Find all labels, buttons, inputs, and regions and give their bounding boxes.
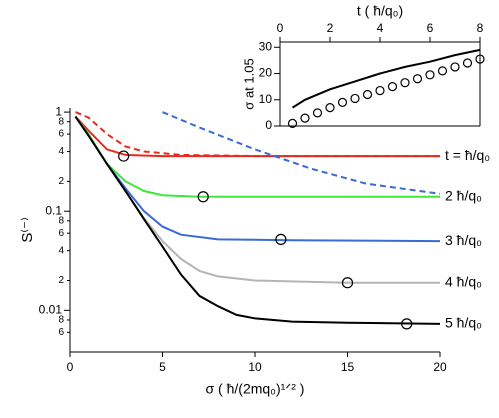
marker xyxy=(375,85,385,96)
y-tick-label: 6 xyxy=(58,228,64,239)
y-tick-label: 0.01 xyxy=(39,303,63,317)
y-tick-label: 6 xyxy=(58,129,64,140)
line xyxy=(291,48,481,109)
marker xyxy=(462,58,473,68)
y-axis-label: σ at 1.05 xyxy=(241,58,256,109)
marker xyxy=(475,54,485,64)
marker xyxy=(350,93,360,104)
marker xyxy=(118,150,130,162)
y-tick-label: 10 xyxy=(259,92,273,106)
x-tick-label: 15 xyxy=(341,360,355,374)
y-tick-label: 4 xyxy=(58,245,64,256)
y-tick-label: 2 xyxy=(58,176,64,187)
line xyxy=(74,116,441,243)
x-tick-label: 8 xyxy=(477,21,484,35)
y-tick-label: 20 xyxy=(259,66,273,80)
x-tick-label: 2 xyxy=(327,21,334,35)
series-label: 4 ħ/q₀ xyxy=(445,273,482,289)
y-tick-label: 8 xyxy=(58,116,64,127)
marker xyxy=(312,108,323,118)
marker xyxy=(400,78,410,88)
marker xyxy=(287,118,298,128)
marker xyxy=(387,82,398,92)
y-tick-label: 1 xyxy=(55,104,62,118)
marker xyxy=(300,113,310,123)
x-tick-label: 0 xyxy=(67,360,74,374)
marker xyxy=(362,89,373,100)
x-tick-label: 4 xyxy=(377,21,384,35)
y-tick-label: 8 xyxy=(58,315,64,326)
y-tick-label: 0 xyxy=(265,118,272,132)
y-tick-label: 2 xyxy=(58,275,64,286)
series-label: 5 ħ/q₀ xyxy=(445,315,482,331)
series-label: 3 ħ/q₀ xyxy=(445,232,482,248)
x-tick-label: 6 xyxy=(427,21,434,35)
line xyxy=(74,115,440,158)
x-tick-label: 5 xyxy=(159,360,166,374)
marker xyxy=(341,277,354,289)
x-tick-label: 0 xyxy=(277,21,284,35)
marker xyxy=(425,70,435,80)
y-axis-label: S⁽⁻⁾ xyxy=(19,217,36,242)
marker xyxy=(337,97,348,107)
y-tick-label: 4 xyxy=(58,146,64,157)
x-axis-label: t ( ħ/q₀) xyxy=(357,3,403,19)
series-label: t = ħ/q₀ xyxy=(445,147,490,163)
series-label: 2 ħ/q₀ xyxy=(445,187,482,203)
dashed-line xyxy=(75,111,440,158)
dashed-line xyxy=(162,111,441,195)
marker xyxy=(275,233,287,245)
line xyxy=(74,116,441,325)
y-tick-label: 8 xyxy=(58,215,64,226)
x-tick-label: 10 xyxy=(248,360,262,374)
marker xyxy=(401,318,413,330)
marker xyxy=(412,74,423,84)
marker xyxy=(450,62,460,72)
y-tick-label: 0.1 xyxy=(45,203,62,217)
marker xyxy=(325,103,335,113)
x-tick-label: 20 xyxy=(433,360,447,374)
x-axis-label: σ ( ħ/(2mq₀)¹ᐟ² ) xyxy=(206,381,305,397)
y-tick-label: 6 xyxy=(58,327,64,338)
y-tick-label: 30 xyxy=(259,39,273,53)
marker xyxy=(437,66,448,76)
marker xyxy=(197,191,209,203)
